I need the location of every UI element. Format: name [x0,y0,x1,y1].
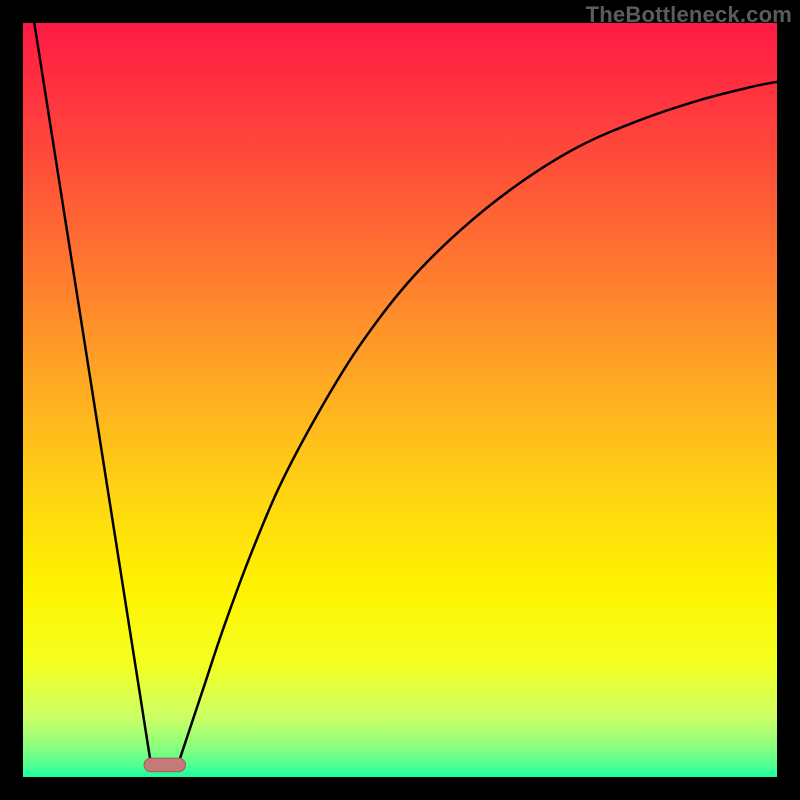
watermark-text: TheBottleneck.com [586,2,792,28]
optimal-point-marker [144,758,185,772]
bottleneck-chart [0,0,800,800]
chart-container: { "canvas": { "width": 800, "height": 80… [0,0,800,800]
